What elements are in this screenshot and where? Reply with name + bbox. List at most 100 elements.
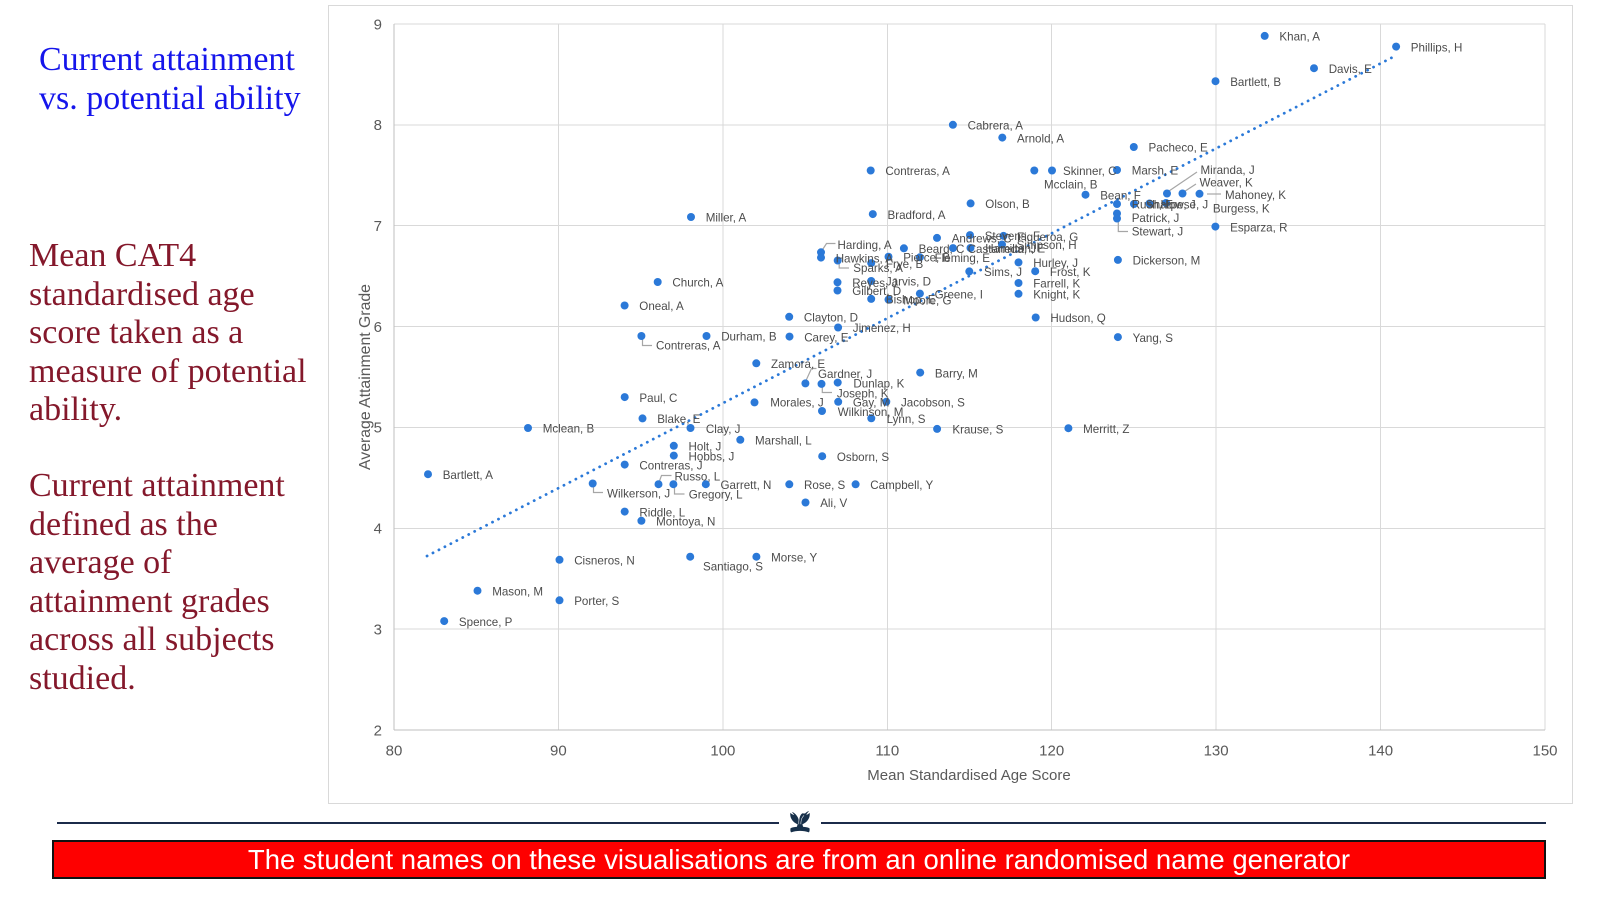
svg-text:Zamora, E: Zamora, E bbox=[771, 358, 825, 371]
svg-text:Ali, V: Ali, V bbox=[820, 497, 847, 510]
svg-text:Arnold, A: Arnold, A bbox=[1017, 132, 1064, 145]
svg-text:Osborn, S: Osborn, S bbox=[837, 451, 889, 464]
svg-text:Dunlap, K: Dunlap, K bbox=[853, 378, 904, 391]
svg-text:Sparks, A: Sparks, A bbox=[853, 262, 903, 275]
svg-text:110: 110 bbox=[875, 743, 899, 760]
svg-text:Oneal, A: Oneal, A bbox=[639, 300, 684, 313]
svg-text:150: 150 bbox=[1532, 743, 1557, 760]
svg-text:120: 120 bbox=[1039, 743, 1064, 760]
svg-text:Wilkerson, J: Wilkerson, J bbox=[607, 487, 670, 500]
svg-text:Russo, L: Russo, L bbox=[675, 471, 721, 484]
svg-text:8: 8 bbox=[374, 117, 382, 134]
svg-text:Santiago, S: Santiago, S bbox=[703, 561, 763, 574]
svg-text:Pierce, B: Pierce, B bbox=[903, 251, 950, 264]
svg-text:Harding, A: Harding, A bbox=[838, 239, 892, 252]
svg-text:80: 80 bbox=[386, 743, 403, 760]
svg-text:Blake, E: Blake, E bbox=[657, 413, 700, 426]
svg-text:Olson, B: Olson, B bbox=[985, 198, 1030, 211]
svg-text:Beard, C: Beard, C bbox=[919, 243, 965, 256]
svg-text:Morse, Y: Morse, Y bbox=[771, 551, 817, 564]
svg-text:Fleming, E: Fleming, E bbox=[935, 252, 991, 265]
svg-text:Mason, M: Mason, M bbox=[492, 585, 543, 598]
svg-text:Moore, G: Moore, G bbox=[903, 294, 951, 307]
svg-text:Gilbert, D: Gilbert, D bbox=[852, 285, 901, 298]
svg-text:Riddle, L: Riddle, L bbox=[639, 506, 685, 519]
svg-text:Davis, E: Davis, E bbox=[1329, 63, 1372, 76]
svg-text:Greene, I: Greene, I bbox=[935, 288, 983, 301]
svg-text:Rose, S: Rose, S bbox=[804, 479, 846, 492]
svg-text:Sharpe, J: Sharpe, J bbox=[1146, 199, 1196, 212]
svg-text:Joseph, K: Joseph, K bbox=[837, 387, 889, 400]
svg-text:Contreras, A: Contreras, A bbox=[656, 340, 721, 353]
svg-text:Khan, A: Khan, A bbox=[1279, 31, 1320, 44]
svg-text:Gardner, J: Gardner, J bbox=[818, 368, 872, 381]
svg-text:Jimenez, H: Jimenez, H bbox=[853, 322, 911, 335]
svg-text:130: 130 bbox=[1204, 743, 1229, 760]
svg-text:Pacheco, E: Pacheco, E bbox=[1149, 142, 1209, 155]
svg-text:Farrell, K: Farrell, K bbox=[1033, 278, 1080, 291]
svg-text:Howse, J: Howse, J bbox=[1161, 199, 1209, 212]
svg-text:Average Attainment Grade: Average Attainment Grade bbox=[357, 284, 374, 470]
svg-text:Rush, E: Rush, E bbox=[1132, 199, 1174, 212]
svg-text:Bartlett, B: Bartlett, B bbox=[1230, 76, 1281, 89]
svg-text:Merritt, Z: Merritt, Z bbox=[1083, 423, 1129, 436]
svg-text:Castaneda, J: Castaneda, J bbox=[968, 243, 1036, 256]
svg-text:3: 3 bbox=[374, 621, 382, 638]
svg-text:Simpson, H: Simpson, H bbox=[1017, 239, 1077, 252]
svg-text:Porter, S: Porter, S bbox=[574, 595, 619, 608]
svg-text:Andrews, C: Andrews, C bbox=[952, 233, 1012, 246]
svg-text:Jacobson, S: Jacobson, S bbox=[901, 397, 965, 410]
svg-text:Miranda, J: Miranda, J bbox=[1201, 164, 1255, 177]
svg-text:7: 7 bbox=[374, 218, 382, 235]
svg-text:Durham, B: Durham, B bbox=[721, 331, 777, 344]
svg-text:Contreras, J: Contreras, J bbox=[639, 459, 702, 472]
svg-text:Contreras, A: Contreras, A bbox=[885, 165, 950, 178]
svg-text:Hawkins, A: Hawkins, A bbox=[836, 252, 894, 265]
svg-text:Campbell, Y: Campbell, Y bbox=[870, 479, 933, 492]
svg-text:Mean Standardised Age Score: Mean Standardised Age Score bbox=[867, 767, 1070, 784]
svg-text:Bean, F: Bean, F bbox=[1100, 189, 1141, 202]
svg-text:Mclean, B: Mclean, B bbox=[543, 423, 595, 436]
svg-text:100: 100 bbox=[710, 743, 735, 760]
svg-text:Wilkinson, M: Wilkinson, M bbox=[838, 406, 904, 419]
svg-text:Cisneros, N: Cisneros, N bbox=[574, 555, 635, 568]
svg-text:Dickerson, M: Dickerson, M bbox=[1133, 255, 1201, 268]
svg-text:Carey, E: Carey, E bbox=[804, 331, 849, 344]
svg-text:Stewart, J: Stewart, J bbox=[1132, 226, 1184, 239]
svg-text:2: 2 bbox=[374, 722, 382, 739]
svg-text:Patrick, J: Patrick, J bbox=[1132, 212, 1180, 225]
svg-text:Hobbs, J: Hobbs, J bbox=[689, 450, 735, 463]
svg-text:Paul, C: Paul, C bbox=[639, 392, 677, 405]
svg-text:Marshall, L: Marshall, L bbox=[755, 435, 812, 448]
svg-text:Sims, J: Sims, J bbox=[984, 266, 1022, 279]
svg-text:Jarvis, D: Jarvis, D bbox=[886, 276, 931, 289]
svg-text:Knight, K: Knight, K bbox=[1033, 289, 1080, 302]
svg-text:Lynn, S: Lynn, S bbox=[887, 413, 926, 426]
svg-text:9: 9 bbox=[374, 16, 382, 33]
svg-text:Frye, B: Frye, B bbox=[886, 258, 924, 271]
svg-text:Bradford, A: Bradford, A bbox=[888, 209, 946, 222]
svg-text:5: 5 bbox=[374, 420, 382, 437]
svg-text:Hudson, Q: Hudson, Q bbox=[1050, 312, 1105, 325]
svg-text:Mcclain, B: Mcclain, B bbox=[1044, 179, 1098, 192]
svg-text:Frost, K: Frost, K bbox=[1050, 266, 1091, 279]
svg-text:Clay, J: Clay, J bbox=[706, 423, 741, 436]
svg-text:Stevens, F: Stevens, F bbox=[985, 230, 1040, 243]
svg-text:Holt, J: Holt, J bbox=[689, 441, 722, 454]
svg-text:Gay, M: Gay, M bbox=[853, 397, 890, 410]
svg-text:Marsh, E: Marsh, E bbox=[1132, 165, 1179, 178]
svg-text:140: 140 bbox=[1368, 743, 1393, 760]
svg-text:4: 4 bbox=[374, 521, 382, 538]
svg-text:Gregory, L: Gregory, L bbox=[689, 489, 743, 502]
svg-text:Yang, S: Yang, S bbox=[1133, 332, 1174, 345]
svg-text:6: 6 bbox=[374, 319, 382, 336]
svg-text:Barry, M: Barry, M bbox=[935, 367, 978, 380]
svg-text:Reyes, J: Reyes, J bbox=[852, 277, 897, 290]
svg-text:Skinner, C: Skinner, C bbox=[1063, 165, 1117, 178]
svg-text:Bishop, E: Bishop, E bbox=[886, 294, 936, 307]
svg-text:Miller, A: Miller, A bbox=[706, 212, 747, 225]
svg-text:Garrett, N: Garrett, N bbox=[721, 479, 772, 492]
svg-text:Hamilton, E: Hamilton, E bbox=[985, 243, 1045, 256]
svg-text:Spence, P: Spence, P bbox=[459, 616, 513, 629]
svg-text:Esparza, R: Esparza, R bbox=[1230, 221, 1287, 234]
